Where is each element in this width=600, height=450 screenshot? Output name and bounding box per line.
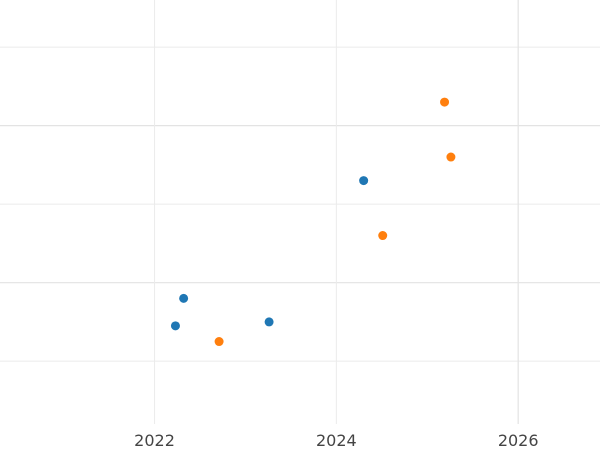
data-point-series-2: [440, 97, 450, 107]
x-axis-tick-labels: 2022 2024 2026: [134, 431, 538, 450]
data-point-series-1: [170, 321, 180, 331]
x-tick-label: 2026: [498, 431, 539, 450]
data-point-series-2: [378, 231, 388, 241]
data-point-series-2: [214, 337, 224, 347]
data-point-series-1: [179, 293, 189, 303]
data-points: [170, 97, 456, 347]
x-tick-label: 2022: [134, 431, 175, 450]
data-point-series-1: [359, 176, 369, 186]
data-point-series-1: [264, 317, 274, 327]
data-point-series-2: [446, 152, 456, 162]
x-tick-label: 2024: [316, 431, 357, 450]
gridlines: [0, 0, 600, 424]
